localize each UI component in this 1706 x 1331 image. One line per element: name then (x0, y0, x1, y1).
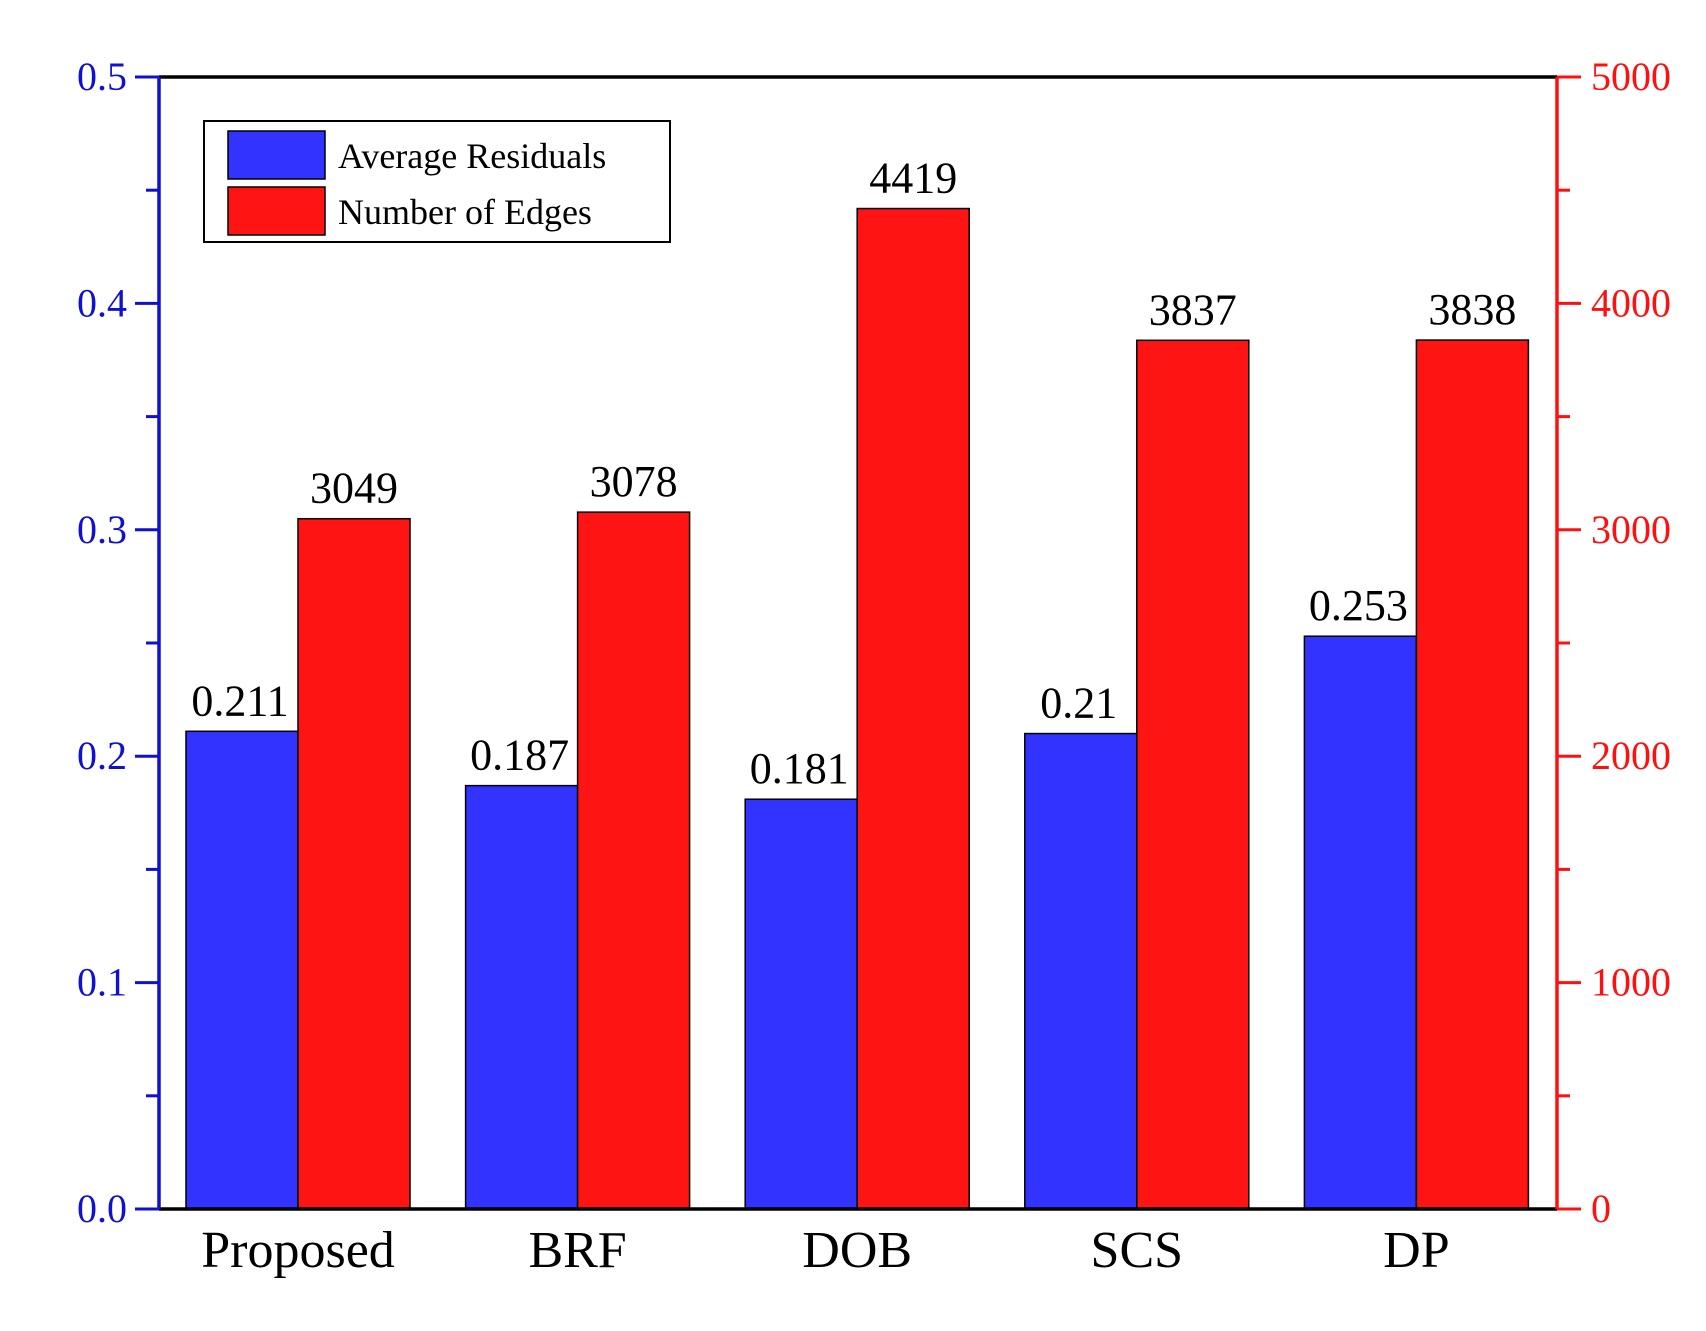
legend-swatch-residuals (227, 130, 326, 180)
left-tick-label: 0.5 (77, 54, 127, 99)
legend-label-residuals: Average Residuals (338, 136, 606, 176)
edges-bar-proposed (297, 517, 411, 1210)
left-tick-label: 0.2 (77, 733, 127, 778)
legend-label-edges: Number of Edges (338, 192, 592, 232)
left-tick-label: 0.1 (77, 960, 127, 1005)
right-tick-label: 2000 (1591, 733, 1671, 778)
residual-bar-scs (1024, 732, 1138, 1210)
residual-value-label-scs: 0.21 (1040, 679, 1117, 728)
right-tick-label: 3000 (1591, 507, 1671, 552)
category-label-proposed: Proposed (201, 1222, 395, 1279)
left-tick-label: 0.0 (77, 1186, 127, 1231)
edges-value-label-dp: 3838 (1428, 285, 1516, 334)
edges-bar-dob (856, 207, 970, 1210)
residual-value-label-dob: 0.181 (750, 744, 849, 793)
left-tick-label: 0.4 (77, 280, 127, 325)
axes-layer: Proposed BRF DOB SCS DP 0.0 0.1 0.2 0.3 0.4 0.5 0 10… (77, 54, 1671, 1279)
legend-swatch-edges (227, 186, 326, 236)
edges-value-label-proposed: 3049 (310, 464, 398, 513)
residual-bar-brf (464, 784, 579, 1210)
edges-bar-dp (1415, 339, 1530, 1210)
right-tick-label: 0 (1591, 1186, 1611, 1231)
residual-value-label-dp: 0.253 (1309, 581, 1408, 630)
residual-value-label-brf: 0.187 (470, 731, 569, 780)
edges-value-label-brf: 3078 (590, 457, 678, 506)
edges-bar-scs (1136, 339, 1250, 1210)
left-tick-label: 0.3 (77, 507, 127, 552)
category-label-dob: DOB (802, 1222, 912, 1279)
residual-bar-proposed (185, 730, 299, 1210)
right-tick-label: 1000 (1591, 960, 1671, 1005)
residual-bar-dp (1303, 635, 1418, 1210)
edges-bar-brf (576, 511, 691, 1210)
edges-value-label-dob: 4419 (869, 154, 957, 203)
right-tick-label: 5000 (1591, 54, 1671, 99)
edges-value-label-scs: 3837 (1149, 285, 1237, 334)
category-label-dp: DP (1383, 1222, 1449, 1279)
data-labels-layer: 0.211 3049 0.187 3078 0.181 4419 0.21 3837 0.253… (191, 154, 1516, 794)
residual-value-label-proposed: 0.211 (191, 676, 288, 725)
plot-frame (159, 75, 1557, 1211)
bars-layer (185, 207, 1530, 1210)
residual-bar-dob (744, 798, 858, 1210)
category-label-brf: BRF (528, 1222, 626, 1279)
category-label-scs: SCS (1091, 1222, 1184, 1279)
right-tick-label: 4000 (1591, 280, 1671, 325)
legend: Average Residuals Number of Edges (203, 120, 671, 243)
